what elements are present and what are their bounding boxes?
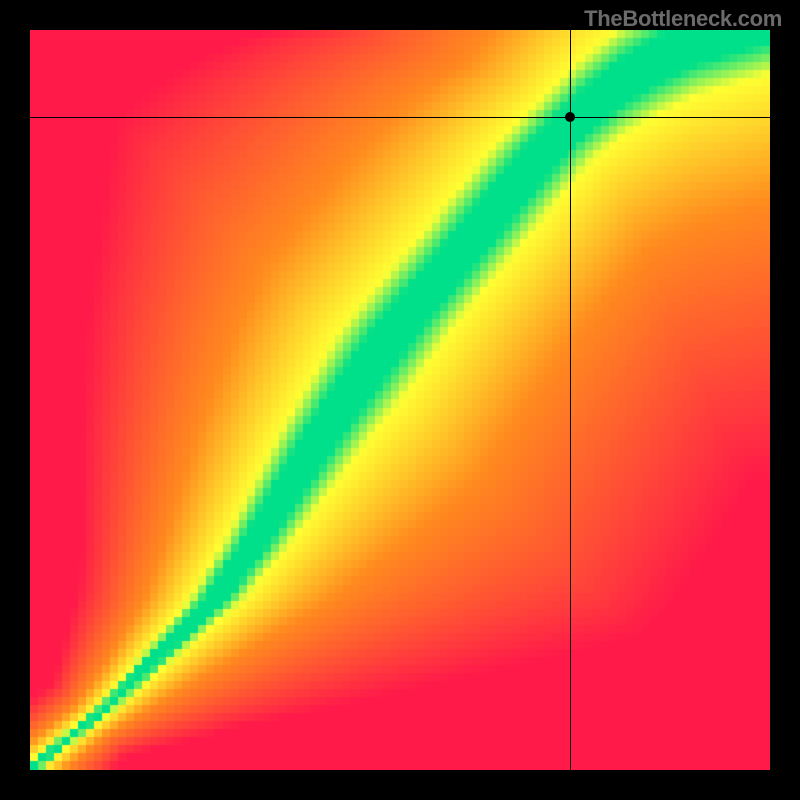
crosshair-marker [565, 112, 575, 122]
crosshair-vertical [570, 30, 571, 770]
bottleneck-heatmap [30, 30, 770, 770]
crosshair-horizontal [30, 117, 770, 118]
watermark-text: TheBottleneck.com [584, 6, 782, 32]
